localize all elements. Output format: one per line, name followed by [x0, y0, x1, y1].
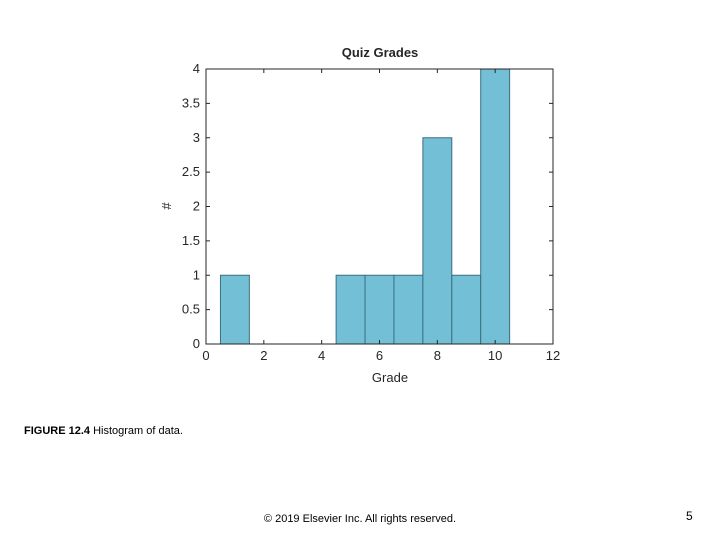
figure-caption: FIGURE 12.4 Histogram of data. [24, 425, 183, 437]
x-tick-label-4: 8 [434, 348, 441, 363]
histogram-bar-6 [393, 274, 424, 345]
x-tick-label-1: 2 [260, 348, 267, 363]
x-tick-label-6: 12 [546, 348, 560, 363]
y-tick-label-6: 3 [193, 130, 200, 145]
figure-label: FIGURE 12.4 [24, 425, 91, 437]
chart-title: Quiz Grades [342, 45, 419, 60]
histogram-bar-9 [480, 68, 511, 345]
y-tick-label-2: 1 [193, 267, 200, 282]
bars-group [219, 68, 511, 345]
histogram-bar-5 [364, 274, 395, 345]
histogram-bar-8 [451, 274, 482, 345]
y-tick-label-4: 2 [193, 199, 200, 214]
y-tick-label-1: 0.5 [182, 302, 200, 317]
histogram-bar-4 [335, 274, 366, 345]
x-axis-ticks: 0 2 4 6 8 10 12 [202, 69, 560, 363]
y-tick-label-8: 4 [193, 61, 200, 76]
y-tick-label-5: 2.5 [182, 164, 200, 179]
x-tick-label-5: 10 [488, 348, 502, 363]
y-tick-label-0: 0 [193, 336, 200, 351]
x-tick-label-2: 4 [318, 348, 325, 363]
x-tick-label-0: 0 [202, 348, 209, 363]
y-tick-label-3: 1.5 [182, 233, 200, 248]
y-tick-label-7: 3.5 [182, 95, 200, 110]
figure-caption-text: Histogram of data. [93, 425, 183, 437]
x-axis-label: Grade [372, 370, 408, 385]
histogram-bar-0 [219, 274, 250, 345]
page-number: 5 [686, 509, 693, 523]
y-axis-label: # [159, 202, 174, 210]
histogram-bar-7 [422, 137, 453, 345]
copyright-notice: © 2019 Elsevier Inc. All rights reserved… [263, 513, 457, 525]
x-tick-label-3: 6 [376, 348, 383, 363]
y-axis-ticks: 0 0.5 1 1.5 2 2.5 3 3.5 4 [182, 61, 553, 351]
